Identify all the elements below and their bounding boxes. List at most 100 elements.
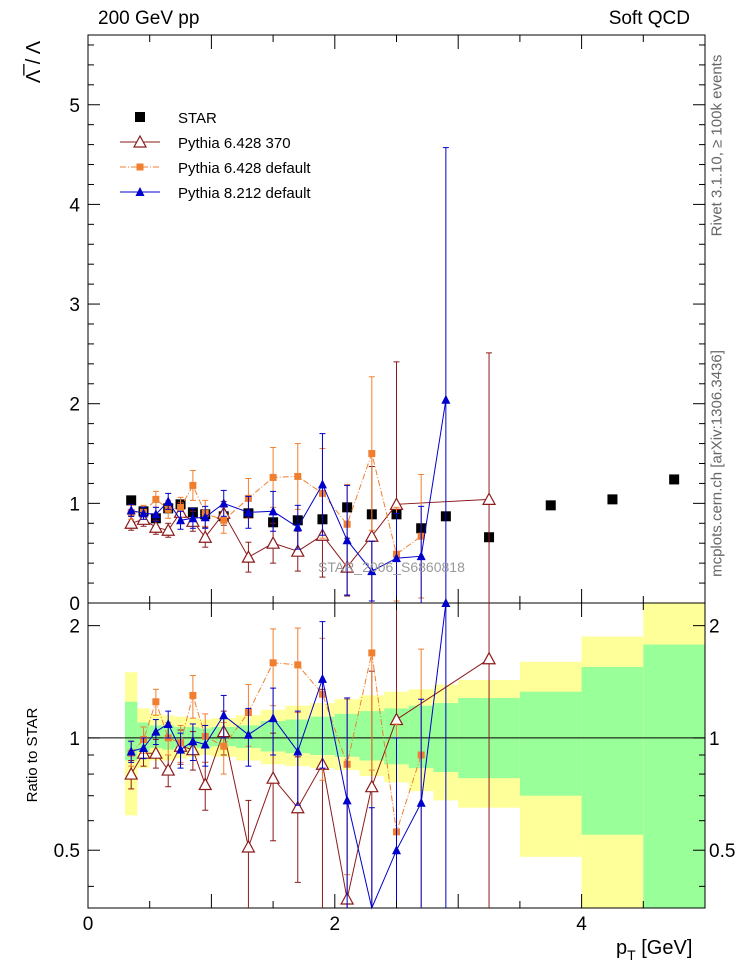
legend-marker (135, 187, 145, 196)
ratio-y-tick-label-right: 2 (709, 617, 720, 638)
data-point (176, 744, 186, 754)
series-line (131, 451, 422, 556)
data-point (188, 513, 198, 523)
data-point (124, 766, 139, 780)
data-point (243, 507, 253, 517)
data-point (368, 649, 376, 657)
data-point (152, 495, 160, 503)
data-point (163, 718, 173, 728)
data-point (200, 739, 210, 749)
y-tick-label: 2 (69, 395, 80, 416)
ratio-y-tick-label-right: 1 (709, 729, 720, 750)
band-inner (581, 666, 644, 835)
ratio-y-tick-label-right: 0.5 (709, 841, 735, 862)
data-point (161, 762, 176, 776)
data-point (198, 777, 213, 791)
data-point (293, 746, 303, 756)
data-point (189, 481, 197, 489)
data-point (188, 736, 198, 746)
data-point (266, 770, 281, 784)
data-point (364, 779, 379, 793)
data-point (342, 535, 352, 545)
x-tick-label: 4 (576, 914, 587, 935)
data-point (482, 651, 497, 665)
data-point (148, 520, 163, 533)
data-point (482, 492, 497, 505)
data-point (152, 698, 160, 706)
data-point (126, 495, 137, 506)
data-point (290, 543, 305, 557)
series-line (131, 399, 447, 572)
data-point (139, 742, 149, 752)
ratio-uncertainty-bands (125, 603, 705, 908)
header-right-title: Soft QCD (608, 8, 690, 29)
data-point (219, 498, 229, 508)
data-point (163, 496, 173, 506)
legend-marker (135, 112, 145, 122)
legend-marker (136, 163, 144, 171)
data-point (151, 726, 161, 736)
y-tick-label: 5 (69, 96, 80, 117)
data-point (294, 472, 302, 480)
data-point (317, 479, 327, 489)
data-point (161, 523, 176, 536)
data-point (220, 742, 228, 750)
x-axis-label: pT [GeV] (616, 937, 692, 963)
data-point (545, 500, 556, 511)
series-ratio-2 (126, 598, 451, 910)
data-point (392, 553, 401, 563)
data-point (317, 673, 327, 683)
data-point (607, 494, 618, 505)
ratio-y-tick-label: 0.5 (54, 841, 80, 862)
x-tick-label: 0 (83, 914, 94, 935)
data-point (441, 598, 451, 607)
y-tick-label: 3 (69, 295, 80, 316)
series-line (130, 652, 422, 833)
data-point (219, 710, 229, 720)
data-point (441, 394, 451, 404)
band-inner (519, 691, 582, 796)
data-point (416, 551, 426, 561)
data-point (294, 661, 302, 669)
data-point (416, 797, 426, 807)
data-point (243, 729, 253, 739)
y-tick-label: 0 (69, 594, 80, 615)
legend-label: Pythia 8.212 default (178, 185, 311, 202)
data-point (126, 746, 136, 756)
series-main-3 (126, 147, 451, 603)
ratio-y-tick-label: 1 (69, 729, 80, 750)
rivet-label: Rivet 3.1.10, ≥ 100k events (708, 54, 726, 237)
data-point (176, 515, 186, 525)
x-tick-label: 2 (330, 914, 341, 935)
legend-label: Pythia 6.428 370 (178, 135, 291, 152)
ratio-y-tick-label: 2 (69, 617, 80, 638)
data-point (198, 529, 213, 543)
data-point (293, 522, 303, 532)
legend-label: Pythia 6.428 default (178, 160, 311, 177)
data-point (364, 528, 379, 542)
data-point (268, 713, 278, 723)
data-point (290, 800, 305, 814)
data-point (200, 512, 210, 522)
legend-marker (132, 134, 148, 148)
data-point (151, 509, 161, 519)
y-tick-label: 1 (69, 494, 80, 515)
series-line (131, 498, 490, 568)
data-point (266, 535, 281, 549)
band-inner (125, 701, 138, 761)
data-point (139, 508, 149, 518)
legend: STAR Pythia 6.428 370 Pythia 6.428 default… (120, 110, 311, 202)
data-point (342, 795, 352, 805)
data-point (124, 516, 139, 529)
data-series (124, 147, 680, 910)
data-point (148, 745, 163, 759)
analysis-watermark: STAR_2006_S6860818 (318, 559, 465, 575)
legend-label: STAR (178, 110, 217, 127)
main-y-axis-label: Λ̅ / Λ (22, 40, 45, 83)
data-point (269, 659, 277, 667)
series-line (130, 658, 490, 900)
mcplots-label: mcplots.cern.ch [arXiv:1306.3436] (708, 350, 726, 577)
data-point (241, 549, 256, 563)
